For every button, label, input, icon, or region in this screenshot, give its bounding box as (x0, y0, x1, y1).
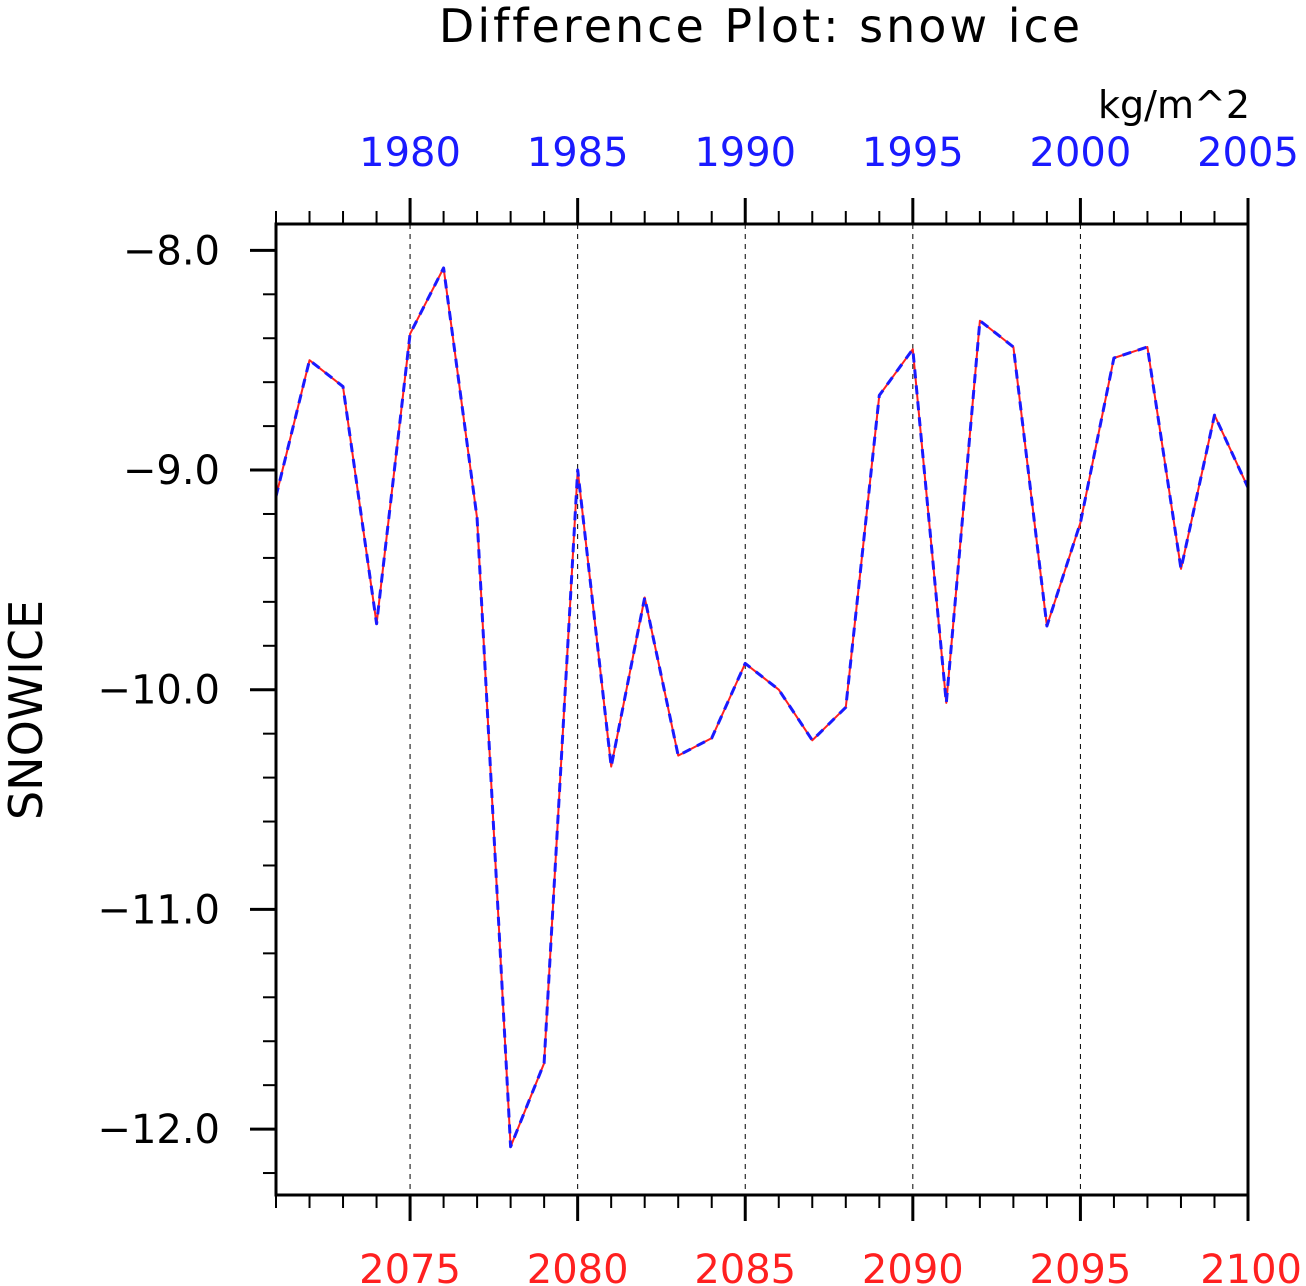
top-tick-label: 1985 (527, 130, 629, 176)
y-tick-label: −11.0 (97, 887, 220, 933)
plot-frame (274, 222, 1250, 1197)
bottom-tick-label: 2100 (1200, 1247, 1302, 1286)
top-tick-label: 1990 (694, 130, 796, 176)
axis-ticks (250, 198, 1250, 1221)
bottom-tick-label: 2080 (527, 1247, 629, 1286)
y-tick-label: −8.0 (123, 228, 220, 274)
y-tick-label: −9.0 (123, 448, 220, 494)
axis-tick-labels: −8.0 −9.0 −10.0 −11.0 −12.0 1980 1985 1990 1995 2… (97, 130, 1302, 1286)
series-line-bottom (275, 266, 1249, 1148)
chart-title: Difference Plot: snow ice (439, 0, 1083, 53)
series-lines (274, 266, 1250, 1149)
y-tick-label: −12.0 (97, 1107, 220, 1153)
bottom-tick-label: 2075 (359, 1247, 461, 1286)
series-line-top (274, 266, 1250, 1149)
bottom-tick-label: 2095 (1030, 1247, 1132, 1286)
bottom-tick-label: 2090 (862, 1247, 964, 1286)
top-tick-label: 1995 (862, 130, 964, 176)
top-tick-label: 2000 (1030, 130, 1132, 176)
y-tick-label: −10.0 (97, 668, 220, 714)
top-tick-label: 2005 (1197, 130, 1299, 176)
y-axis-label: SNOWICE (0, 600, 53, 820)
bottom-tick-label: 2085 (694, 1247, 796, 1286)
vertical-grid (409, 224, 1081, 1195)
units-label: kg/m^2 (1098, 83, 1250, 127)
top-tick-label: 1980 (359, 130, 461, 176)
